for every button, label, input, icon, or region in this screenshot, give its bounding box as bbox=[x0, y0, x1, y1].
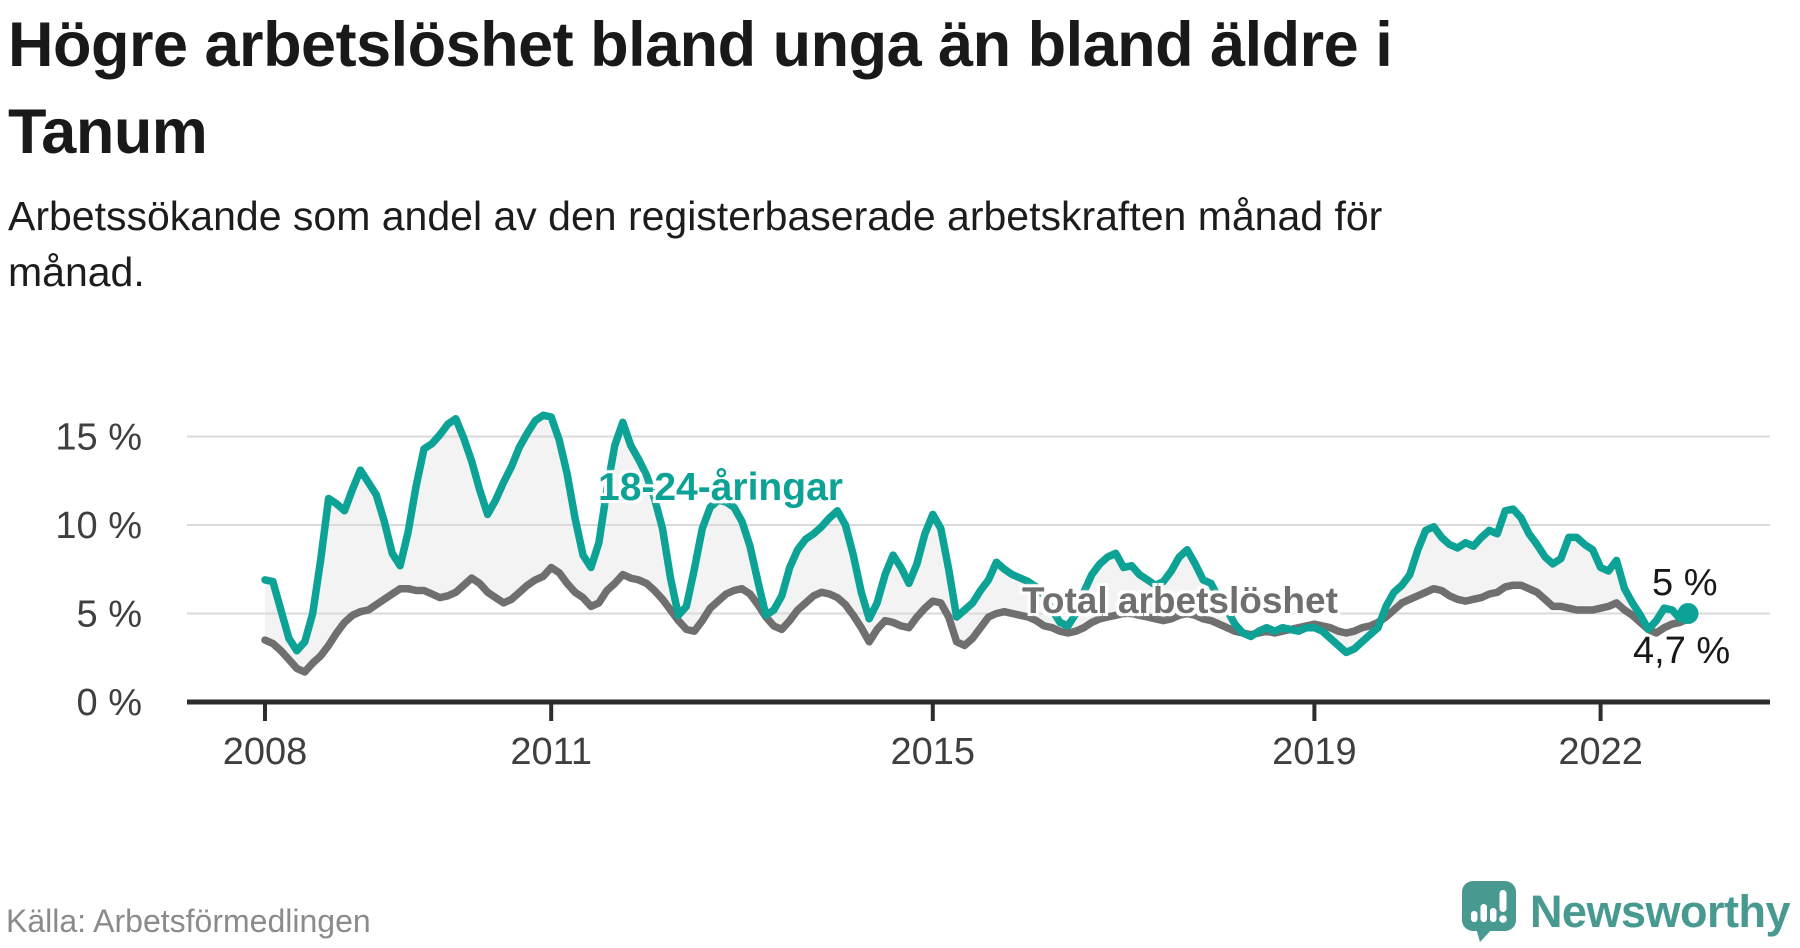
page-title-line-1: Högre arbetslöshet bland unga än bland ä… bbox=[8, 10, 1393, 80]
newsworthy-logo-text: Newsworthy bbox=[1529, 885, 1791, 937]
unemployment-line-chart: 0 % 5 % 10 % 15 % 2008 2011 2015 2019 2022 18-24… bbox=[0, 330, 1800, 780]
source-note: Källa: Arbetsförmedlingen bbox=[6, 903, 371, 939]
chart-canvas: 0 % 5 % 10 % 15 % 2008 2011 2015 2019 2022 bbox=[55, 411, 1770, 773]
x-axis-label-2019: 2019 bbox=[1272, 731, 1357, 773]
series-label-total: Total arbetslöshet bbox=[1022, 580, 1338, 621]
x-axis-label-2022: 2022 bbox=[1558, 731, 1643, 773]
end-value-label-youth: 5 % bbox=[1652, 562, 1718, 604]
newsworthy-logo-icon bbox=[1461, 881, 1516, 942]
page-title: Högre arbetslöshet bland unga än bland ä… bbox=[8, 2, 1393, 176]
line-18-24-aringar bbox=[261, 411, 1692, 657]
y-axis-label-10: 10 % bbox=[55, 505, 142, 547]
series-band-fill bbox=[265, 415, 1688, 672]
x-axis-label-2011: 2011 bbox=[510, 731, 592, 773]
page-title-line-2: Tanum bbox=[8, 97, 208, 167]
page-subtitle-line-2: månad. bbox=[8, 249, 145, 295]
line-total-arbetsloshet bbox=[261, 563, 1692, 676]
x-axis-label-2015: 2015 bbox=[891, 731, 976, 773]
end-value-label-total: 4,7 % bbox=[1633, 630, 1731, 672]
page-subtitle-line-1: Arbetssökande som andel av den registerb… bbox=[8, 193, 1383, 239]
page-subtitle: Arbetssökande som andel av den registerb… bbox=[8, 188, 1382, 300]
newsworthy-logo: Newsworthy bbox=[1461, 880, 1791, 943]
y-axis-label-0: 0 % bbox=[77, 682, 142, 724]
y-axis-label-15: 15 % bbox=[55, 417, 142, 459]
y-axis-label-5: 5 % bbox=[77, 594, 142, 636]
latest-value-dot bbox=[1677, 603, 1699, 624]
x-axis-label-2008: 2008 bbox=[223, 731, 308, 773]
series-label-youth: 18-24-åringar bbox=[598, 466, 843, 509]
